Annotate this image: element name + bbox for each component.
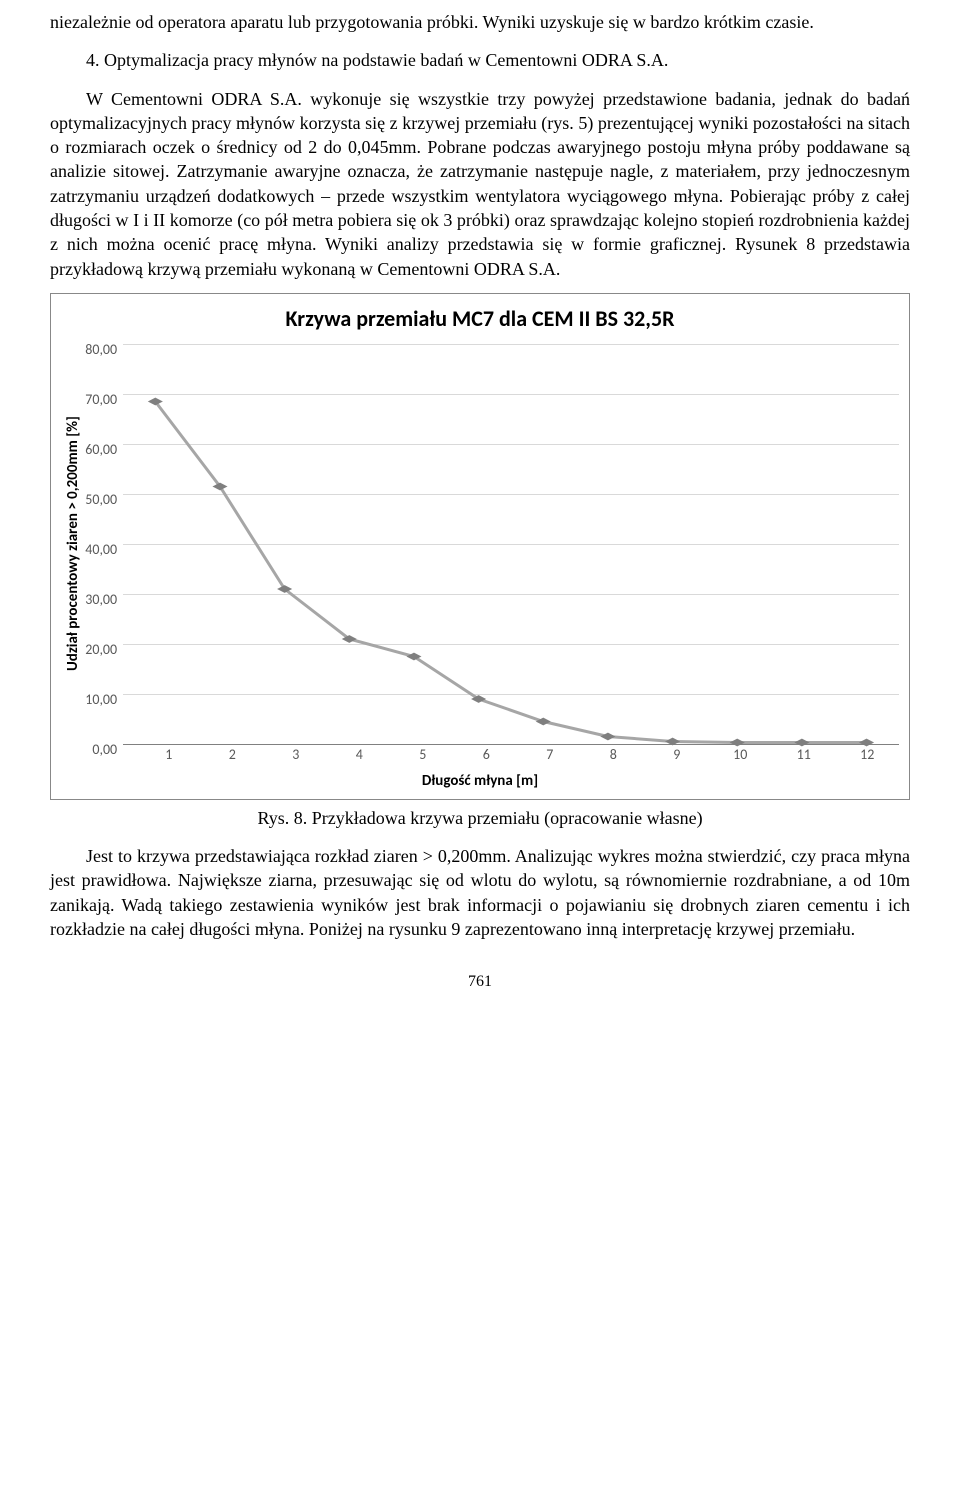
main-paragraph: W Cementowni ODRA S.A. wykonuje się wszy… (50, 87, 910, 281)
chart-plot-area: Udział procentowy ziaren > 0,200mm [%] 8… (61, 344, 899, 744)
chart-x-tick: 2 (201, 746, 265, 765)
chart-x-tick: 10 (709, 746, 773, 765)
after-paragraph: Jest to krzywa przedstawiająca rozkład z… (50, 844, 910, 941)
chart-x-tick: 3 (264, 746, 328, 765)
chart-x-axis-label: Długość młyna [m] (61, 771, 899, 791)
chart-x-tick: 7 (518, 746, 582, 765)
chart-x-tick: 12 (836, 746, 900, 765)
chart-x-tick: 4 (328, 746, 392, 765)
chart-title: Krzywa przemiału MC7 dla CEM II BS 32,5R (61, 304, 899, 334)
figure-caption: Rys. 8. Przykładowa krzywa przemiału (op… (50, 806, 910, 830)
chart-y-ticks: 80,0070,0060,0050,0040,0030,0020,0010,00… (85, 344, 123, 744)
chart-plot-region (123, 344, 899, 744)
chart-x-tick: 11 (772, 746, 836, 765)
chart-x-tick: 9 (645, 746, 709, 765)
intro-paragraph: niezależnie od operatora aparatu lub prz… (50, 10, 910, 34)
chart-x-tick: 6 (455, 746, 519, 765)
chart-x-tick: 1 (137, 746, 201, 765)
page-number: 761 (50, 971, 910, 993)
chart-line-svg (123, 344, 899, 744)
chart-container: Krzywa przemiału MC7 dla CEM II BS 32,5R… (50, 293, 910, 800)
chart-x-tick: 5 (391, 746, 455, 765)
chart-x-ticks: 123456789101112 (137, 746, 899, 765)
section-heading-4: 4. Optymalizacja pracy młynów na podstaw… (50, 48, 910, 72)
chart-x-tick: 8 (582, 746, 646, 765)
chart-y-axis-label: Udział procentowy ziaren > 0,200mm [%] (61, 344, 85, 744)
